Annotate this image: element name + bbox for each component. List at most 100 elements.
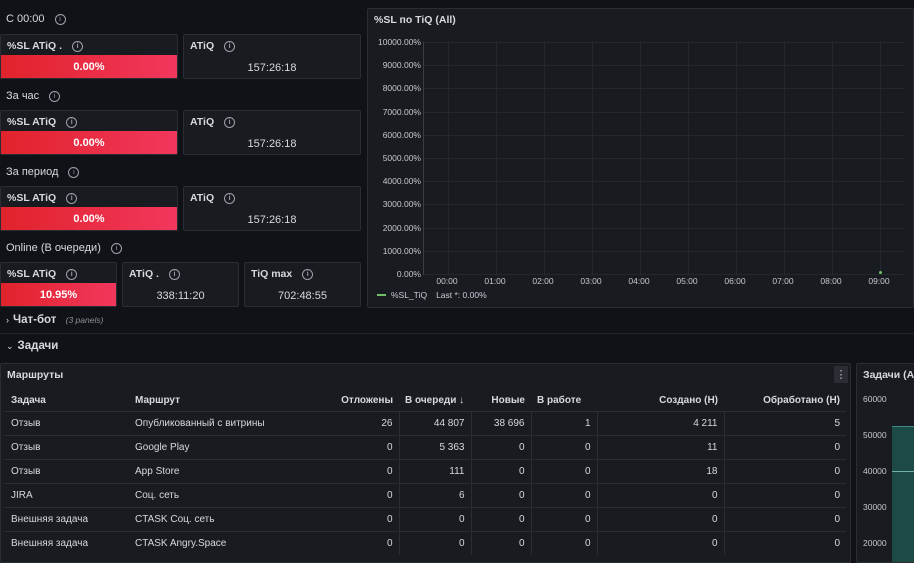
- y-tick-label: 3000.00%: [382, 199, 421, 210]
- table-row[interactable]: Отзыв App Store 0 111 0 0 18 0: [5, 459, 846, 484]
- series-line: [892, 471, 914, 472]
- info-icon[interactable]: i: [72, 40, 84, 52]
- grid-line-horizontal: [424, 88, 904, 90]
- table-cell: 0: [470, 531, 531, 555]
- info-icon[interactable]: i: [49, 90, 61, 102]
- column-header[interactable]: Маршрут: [135, 395, 181, 406]
- table-cell: 11: [596, 435, 724, 460]
- table-cell: 0: [530, 435, 597, 460]
- table-cell: 0: [596, 483, 724, 508]
- section-tasks[interactable]: ⌄ Задачи: [6, 340, 58, 352]
- atiq-online-panel[interactable]: ATiQ .i 338:11:20: [122, 262, 239, 307]
- panel-title: ATiQ .i: [129, 268, 180, 280]
- column-header[interactable]: Создано (Н): [659, 395, 718, 406]
- table-cell: JIRA: [5, 483, 129, 508]
- tasks-chart-panel[interactable]: Задачи (All 60000 50000 40000 30000 20000: [856, 363, 914, 563]
- y-tick-label: 4000.00%: [382, 176, 421, 187]
- y-tick-label: 6000.00%: [382, 129, 421, 140]
- column-header[interactable]: В работе: [537, 395, 582, 406]
- table-cell: 0: [309, 483, 399, 508]
- row-title-label: За период: [6, 166, 59, 178]
- grid-line-vertical: [880, 42, 881, 274]
- table-cell: 5: [723, 411, 846, 436]
- routes-table-panel[interactable]: Маршруты ⋮ Задача Маршрут Отложены В оче…: [0, 363, 851, 563]
- data-point[interactable]: [878, 271, 882, 274]
- grid-line-horizontal: [424, 227, 904, 229]
- grid-line-vertical: [544, 42, 545, 274]
- legend-series-name: %SL_TiQ: [391, 290, 428, 300]
- x-tick-label: 05:00: [676, 276, 698, 286]
- sl-atiq-online-panel[interactable]: %SL ATiQ i 10.95%: [0, 262, 117, 307]
- vertical-dots-icon[interactable]: ⋮: [834, 366, 848, 383]
- info-icon[interactable]: i: [168, 268, 180, 280]
- table-cell: 0: [596, 507, 724, 532]
- chart-legend[interactable]: %SL_TiQ Last *: 0.00%: [377, 290, 487, 300]
- info-icon[interactable]: i: [302, 268, 314, 280]
- info-icon[interactable]: i: [66, 116, 78, 128]
- table-row[interactable]: Внешняя задача CTASK Angry.Space 0 0 0 0 0 0: [5, 531, 846, 555]
- row-title-label: Online (В очереди): [6, 242, 101, 254]
- table-cell: 111: [398, 459, 471, 484]
- y-tick-label: 8000.00%: [382, 83, 421, 94]
- column-header[interactable]: Задача: [11, 395, 46, 406]
- table-row[interactable]: JIRA Соц. сеть 0 6 0 0 0 0: [5, 483, 846, 508]
- info-icon[interactable]: i: [68, 166, 80, 178]
- column-header-sorted[interactable]: В очереди ↓: [405, 395, 465, 406]
- grid-line-horizontal: [424, 65, 904, 67]
- atiq-panel[interactable]: ATiQ i 157:26:18: [183, 186, 361, 231]
- legend-swatch: [377, 294, 386, 296]
- sl-atiq-panel[interactable]: %SL ATiQ i 0.00%: [0, 186, 178, 231]
- info-icon[interactable]: i: [224, 192, 236, 204]
- grid-line-horizontal: [424, 181, 904, 183]
- stat-value: 702:48:55: [278, 290, 327, 302]
- row-title-per-hour[interactable]: За час i: [6, 90, 61, 102]
- info-icon[interactable]: i: [54, 13, 66, 25]
- row-title-label: С 00:00: [6, 13, 45, 25]
- table-cell: 1: [530, 411, 597, 436]
- grid-line-vertical: [832, 42, 833, 274]
- table-row[interactable]: Отзыв Google Play 0 5 363 0 0 11 0: [5, 435, 846, 460]
- y-tick-label: 10000.00%: [377, 37, 421, 47]
- section-chatbot[interactable]: › Чат-бот (3 panels): [6, 314, 103, 326]
- table-cell: 6: [398, 483, 471, 508]
- table-cell: 26: [309, 411, 399, 436]
- plot-area[interactable]: [423, 42, 904, 275]
- panel-title: TiQ max i: [251, 268, 314, 280]
- tiq-max-panel[interactable]: TiQ max i 702:48:55: [244, 262, 361, 307]
- info-icon[interactable]: i: [224, 40, 236, 52]
- row-title-per-period[interactable]: За период i: [6, 166, 80, 178]
- section-title: Чат-бот: [13, 314, 57, 326]
- panel-title: ATiQ i: [190, 192, 236, 204]
- sl-tiq-chart-panel[interactable]: %SL по TiQ (All) 10000.00% 9000.00% 8000.0…: [367, 8, 914, 308]
- table-cell: 0: [596, 531, 724, 555]
- table-row[interactable]: Отзыв Опубликованный с витрины 26 44 807 38 …: [5, 411, 846, 436]
- table-cell: 44 807: [398, 411, 471, 436]
- info-icon[interactable]: i: [110, 242, 122, 254]
- column-header[interactable]: Новые: [491, 395, 525, 406]
- x-axis: 00:00 01:00 02:00 03:00 04:00 05:00 06:00 07:00…: [423, 276, 903, 288]
- table-cell: Google Play: [129, 435, 309, 460]
- grid-line-horizontal: [424, 274, 904, 275]
- row-title-since-midnight[interactable]: С 00:00 i: [6, 13, 66, 25]
- y-tick-label: 40000: [863, 466, 887, 476]
- column-header[interactable]: Обработано (Н): [763, 395, 840, 406]
- info-icon[interactable]: i: [66, 192, 78, 204]
- row-title-online[interactable]: Online (В очереди) i: [6, 242, 122, 254]
- x-tick-label: 09:00: [868, 276, 890, 286]
- atiq-panel[interactable]: ATiQ i 157:26:18: [183, 34, 361, 79]
- table-row[interactable]: Внешняя задача CTASK Соц. сеть 0 0 0 0 0 0: [5, 507, 846, 532]
- table-cell: 0: [723, 435, 846, 460]
- table-cell: 0: [530, 531, 597, 555]
- table-cell: 0: [723, 531, 846, 555]
- info-icon[interactable]: i: [224, 116, 236, 128]
- atiq-panel[interactable]: ATiQ i 157:26:18: [183, 110, 361, 155]
- section-title: Задачи: [17, 340, 59, 352]
- x-tick-label: 06:00: [724, 276, 746, 286]
- sl-atiq-panel[interactable]: %SL ATiQ .i 0.00%: [0, 34, 178, 79]
- sl-atiq-panel[interactable]: %SL ATiQ i 0.00%: [0, 110, 178, 155]
- table-cell: 0: [398, 507, 471, 532]
- grid-line-vertical: [496, 42, 497, 274]
- column-header[interactable]: Отложены: [341, 395, 393, 406]
- table-cell: 38 696: [470, 411, 531, 436]
- info-icon[interactable]: i: [66, 268, 78, 280]
